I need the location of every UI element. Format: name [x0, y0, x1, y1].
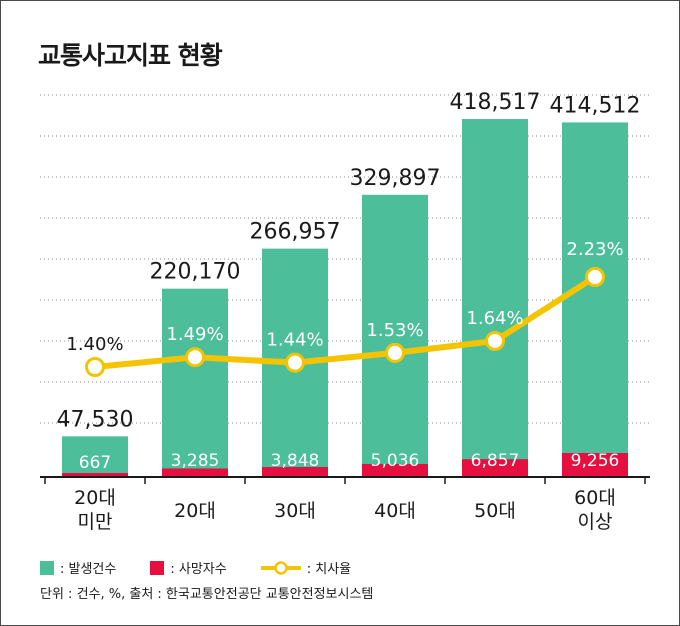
bar-value-label: 266,957: [250, 220, 341, 245]
bar-4: [462, 119, 528, 477]
bar-0: [62, 436, 128, 477]
rate-polyline: [92, 274, 598, 370]
bar-labels: 47,530 667 220,170 3,285 266,957 3,848 329,897…: [57, 90, 641, 473]
death-bar-4: [462, 459, 528, 477]
legend-swatch-bar: [40, 560, 54, 575]
x-tick-label: 20대: [74, 487, 116, 509]
rate-point: [285, 352, 305, 373]
x-tick-label: 미만: [78, 511, 113, 533]
legend-item-bar: : 발생건수: [40, 558, 116, 577]
bar-value-label: 418,517: [450, 90, 541, 115]
bar-3: [362, 194, 428, 477]
x-tick-label: 30대: [274, 500, 316, 522]
rate-value-label: 2.23%: [566, 239, 623, 260]
death-value-label: 6,857: [471, 451, 520, 471]
death-bar-0: [62, 473, 128, 477]
bar-5: [562, 122, 628, 478]
rate-value-label: 1.49%: [166, 324, 223, 345]
legend-swatch-death: [150, 560, 165, 575]
death-bar-5: [562, 453, 628, 477]
x-tick-label: 50대: [474, 500, 516, 522]
legend-item-rate: : 치사율: [260, 558, 352, 577]
rate-point: [185, 347, 205, 368]
rate-point: [585, 267, 605, 287]
rate-value-label: 1.53%: [366, 320, 423, 341]
legend-item-death: : 사망자수: [150, 558, 227, 577]
legend-label-bar: : 발생건수: [60, 562, 117, 577]
x-tick-label: 이상: [578, 511, 613, 533]
death-value-label: 3,285: [171, 451, 220, 471]
death-value-label: 667: [79, 453, 111, 473]
death-bar-2: [262, 467, 328, 477]
x-tick-label: 60대: [574, 487, 616, 509]
death-value-label: 5,036: [371, 451, 420, 471]
footnote: 단위 : 건수, %, 출처 : 한국교통안전공단 교통안전정보시스템: [40, 587, 374, 602]
rate-point: [85, 357, 105, 377]
bar-value-label: 220,170: [150, 260, 241, 285]
gridlines: [40, 94, 650, 424]
x-tick-label: 20대: [174, 500, 216, 522]
death-value-label: 9,256: [571, 451, 620, 471]
bar-value-label: 329,897: [350, 166, 441, 191]
rate-value-label: 1.64%: [466, 308, 523, 329]
death-bar-1: [162, 468, 228, 477]
legend-label-rate: : 치사율: [306, 562, 352, 577]
x-tick-label: 40대: [374, 500, 416, 522]
death-value-label: 3,848: [271, 451, 320, 471]
legend: : 발생건수 : 사망자수 : 치사율: [40, 558, 385, 577]
bar-value-label: 47,530: [57, 407, 134, 432]
rate-value-label: 1.44%: [266, 330, 323, 351]
bar-value-label: 414,512: [550, 93, 641, 118]
chart-title: 교통사고지표 현황: [38, 41, 223, 70]
rate-point: [485, 330, 505, 351]
death-bar-3: [362, 463, 428, 477]
rate-line: 1.40% 1.49% 1.44% 1.53% 1.64% 2.23%: [66, 239, 624, 377]
rate-value-label: 1.40%: [66, 334, 123, 355]
rate-point: [385, 342, 405, 363]
legend-line-icon: [260, 560, 301, 575]
bar-1: [162, 288, 228, 477]
legend-label-death: : 사망자수: [170, 562, 227, 577]
